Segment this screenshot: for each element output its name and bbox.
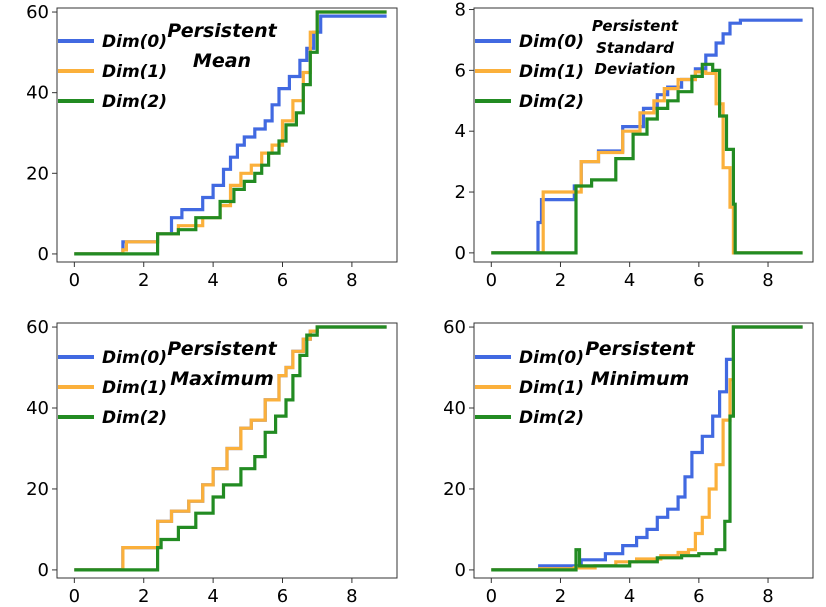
series-line-dim0 [491,325,803,572]
legend-label: Dim(1) [102,378,167,398]
y-tick-label: 0 [455,243,466,264]
legend-label: Dim(2) [519,408,584,428]
series-line-dim1 [491,325,803,572]
series-line-dim2 [491,325,803,572]
y-tick-label: 60 [26,317,49,338]
legend-label: Dim(2) [102,408,167,428]
legend-label: Dim(0) [102,348,167,368]
chart-title-line: Standard [596,39,674,57]
legend-label: Dim(1) [519,62,584,82]
y-tick-label: 20 [26,479,49,500]
chart-title-line: Mean [193,50,251,72]
x-tick-label: 6 [693,270,704,291]
x-tick-label: 0 [69,270,80,291]
x-tick-label: 4 [207,586,218,607]
y-tick-label: 0 [38,560,49,581]
legend-label: Dim(0) [519,348,584,368]
plot-frame [473,7,814,263]
x-tick-label: 0 [486,586,497,607]
y-tick-label: 0 [38,244,49,265]
series-line-dim0 [74,14,387,256]
series-line-dim2 [491,62,803,255]
y-tick-label: 40 [26,83,49,104]
y-tick-label: 4 [455,121,466,142]
chart-title-line: Minimum [591,368,690,390]
subplot-2: 0 2 4 6 8 0 2 4 6 8 Dim(0) Dim(1) Dim(2) Persistent St… [455,0,814,291]
legend-label: Dim(1) [102,62,167,82]
chart-title-line: Persistent [167,20,277,42]
y-tick-label: 40 [443,398,466,419]
chart-title-line: Deviation [595,60,676,78]
y-tick-label: 20 [26,163,49,184]
y-tick-label: 60 [26,2,49,23]
legend-label: Dim(0) [519,32,584,52]
chart-title-line: Persistent [167,338,277,360]
legend-label: Dim(2) [519,92,584,112]
y-tick-label: 6 [455,60,466,81]
series-line-dim1 [74,325,387,572]
series-line-dim2 [74,10,387,256]
y-tick-label: 60 [443,317,466,338]
x-tick-label: 8 [762,270,773,291]
x-tick-label: 4 [624,586,635,607]
plot-frame [56,322,398,579]
y-tick-label: 20 [443,479,466,500]
x-tick-label: 2 [555,586,566,607]
x-tick-label: 0 [69,586,80,607]
x-tick-label: 2 [555,270,566,291]
y-tick-label: 8 [455,0,466,21]
x-tick-label: 8 [762,586,773,607]
x-tick-label: 2 [138,270,149,291]
x-tick-label: 6 [277,586,288,607]
legend-label: Dim(1) [519,378,584,398]
chart-title-line: Maximum [170,368,274,390]
x-tick-label: 2 [138,586,149,607]
x-tick-label: 4 [624,270,635,291]
y-tick-label: 2 [455,182,466,203]
chart-title-line: Persistent [585,338,695,360]
x-tick-label: 0 [486,270,497,291]
x-tick-label: 4 [207,270,218,291]
plot-frame [56,7,398,263]
y-tick-label: 0 [455,560,466,581]
series-line-dim2 [74,325,387,572]
x-tick-label: 6 [693,586,704,607]
subplot-1: 0 2 4 6 8 0 20 40 60 Dim(0) Dim(1) Dim(2) Persistent… [26,2,398,291]
plot-frame [473,322,814,579]
subplot-3: 0 2 4 6 8 0 20 40 60 Dim(0) Dim(1) Dim(2) Persistent… [26,317,398,607]
legend-label: Dim(0) [102,32,167,52]
chart-title-line: Persistent [592,17,679,35]
subplot-4: 0 2 4 6 8 0 20 40 60 Dim(0) Dim(1) Dim(2) Persistent… [443,317,814,607]
legend-label: Dim(2) [102,92,167,112]
x-tick-label: 6 [277,270,288,291]
x-tick-label: 8 [346,586,357,607]
x-tick-label: 8 [346,270,357,291]
y-tick-label: 40 [26,398,49,419]
